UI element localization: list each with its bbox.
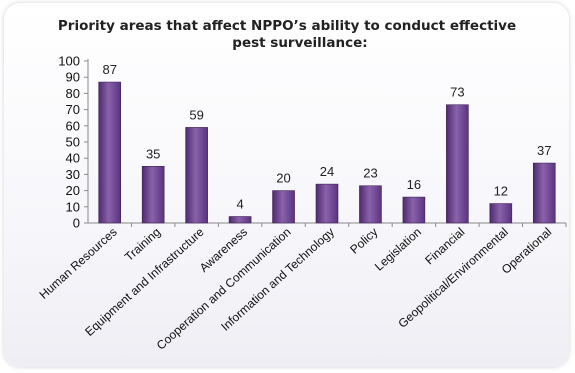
data-label: 37	[537, 143, 551, 158]
y-tick-label: 40	[66, 151, 80, 166]
x-tick-label: Policy	[347, 225, 380, 257]
data-label: 59	[189, 107, 203, 122]
data-label: 20	[276, 171, 290, 186]
data-label: 35	[146, 146, 160, 161]
bar	[532, 162, 556, 224]
y-tick-label: 0	[73, 216, 80, 231]
chart-title-line-1: Priority areas that affect NPPO’s abilit…	[58, 18, 516, 34]
y-tick-label: 80	[66, 86, 80, 101]
bar	[98, 81, 122, 224]
data-label: 4	[236, 197, 243, 212]
data-label: 23	[363, 166, 377, 181]
data-label: 24	[320, 164, 334, 179]
chart-card	[4, 3, 569, 367]
y-tick-label: 100	[58, 54, 80, 69]
bar	[402, 196, 426, 224]
y-tick-label: 60	[66, 118, 80, 133]
data-label: 87	[102, 62, 116, 77]
y-tick-label: 20	[66, 183, 80, 198]
y-tick-label: 50	[66, 135, 80, 150]
y-tick-label: 90	[66, 70, 80, 85]
bar	[359, 185, 382, 224]
bar	[446, 104, 469, 224]
y-tick-label: 10	[66, 199, 80, 214]
bar	[185, 127, 208, 224]
x-tick-label: Legislation	[372, 225, 424, 274]
data-label: 73	[450, 85, 464, 100]
x-tick-label: Training	[122, 225, 163, 264]
chart-bars: 87 35 59 4 20 24 23 16 73 12 37	[98, 62, 556, 224]
data-label: 16	[407, 177, 421, 192]
bar	[489, 203, 513, 224]
bar	[272, 190, 295, 224]
x-tick-label: Human Resources	[37, 225, 120, 302]
bar	[228, 216, 252, 224]
bar	[141, 166, 165, 224]
chart-title-line-2: pest surveillance:	[232, 35, 367, 51]
data-label: 12	[494, 184, 508, 199]
y-tick-label: 70	[66, 102, 80, 117]
y-tick-label: 30	[66, 167, 80, 182]
bar	[315, 183, 339, 224]
